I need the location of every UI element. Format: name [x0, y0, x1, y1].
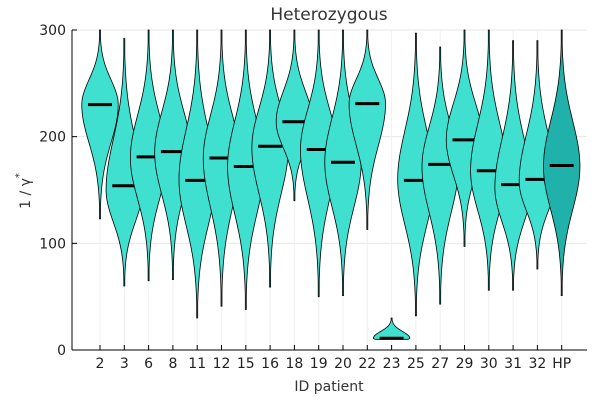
x-tick-label: 6: [144, 356, 153, 372]
violins: [81, 29, 581, 340]
svg-text:1 / γ*: 1 / γ*: [14, 173, 34, 209]
violin-11: [178, 29, 216, 319]
x-tick-label: 27: [431, 356, 449, 372]
x-tick-label: 23: [383, 356, 401, 372]
x-tick-label: HP: [552, 356, 571, 372]
y-tick-label: 300: [39, 23, 66, 39]
violin-HP: [543, 29, 581, 296]
x-tick-label: 20: [334, 356, 352, 372]
violin-23: [372, 317, 411, 340]
violin-16: [251, 29, 289, 288]
x-tick-label: 2: [96, 356, 105, 372]
x-tick-label: 25: [407, 356, 425, 372]
y-tick-label: 100: [39, 236, 66, 252]
violin-2: [81, 29, 119, 220]
x-axis-label: ID patient: [294, 379, 364, 395]
violin-25: [397, 32, 435, 317]
x-tick-label: 18: [285, 356, 303, 372]
violin-27: [421, 46, 459, 305]
x-tick-label: 22: [358, 356, 376, 372]
violin-6: [129, 29, 168, 282]
y-axis-label-main: 1 / γ: [18, 178, 34, 209]
y-tick-labels: 0 100 200 300: [39, 23, 66, 359]
x-tick-label: 12: [213, 356, 231, 372]
y-axis-label-sup: *: [14, 173, 25, 178]
x-tick-labels: 2 3 6 8 11 12 15 16 18 19 20 22 23 25 27 29 30 31 32 HP: [96, 356, 572, 372]
x-tick-label: 11: [188, 356, 206, 372]
x-tick-label: 15: [237, 356, 255, 372]
x-tick-label: 3: [120, 356, 129, 372]
x-tick-label: 29: [456, 356, 474, 372]
violin-22: [348, 29, 386, 230]
chart-title: Heterozygous: [270, 5, 387, 25]
x-tick-label: 19: [310, 356, 328, 372]
x-tick-label: 30: [480, 356, 498, 372]
y-axis-label: 1 / γ*: [14, 173, 34, 209]
violin-19: [300, 29, 338, 298]
y-tick-label: 200: [39, 130, 66, 146]
x-tick-label: 32: [528, 356, 546, 372]
x-tick-label: 16: [261, 356, 279, 372]
axes: [71, 29, 587, 351]
x-tick-label: 31: [504, 356, 522, 372]
violin-15: [227, 29, 265, 310]
y-tick-label: 0: [57, 343, 66, 359]
x-tick-label: 8: [168, 356, 177, 372]
violin-12: [202, 29, 241, 307]
